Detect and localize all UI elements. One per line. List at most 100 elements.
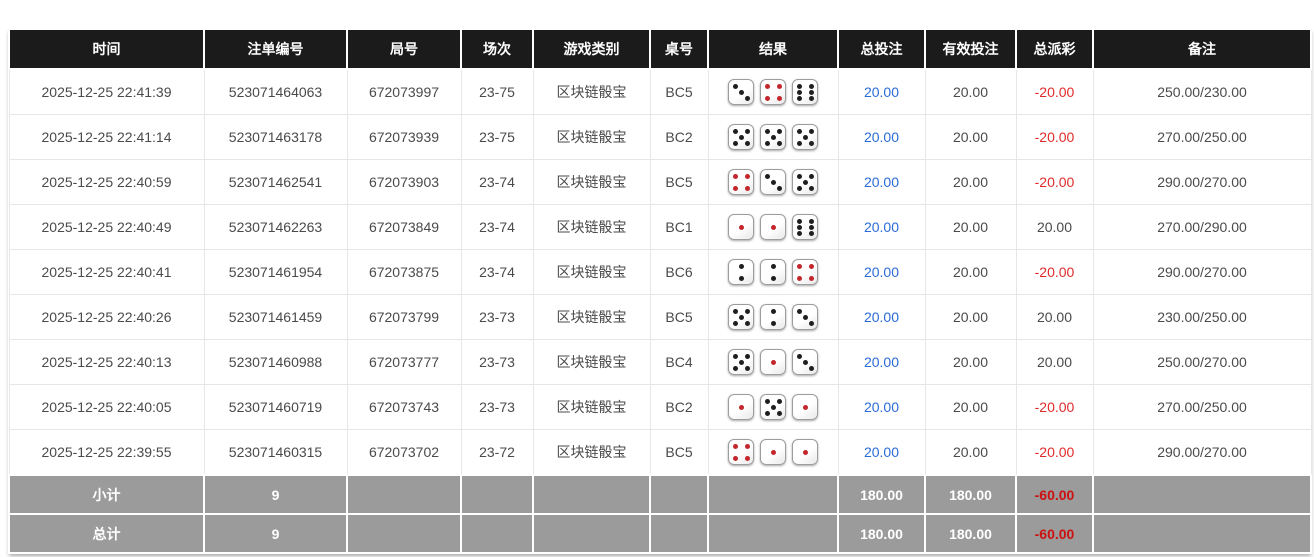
grand-total-label: 总计 <box>8 513 205 554</box>
die-face-6 <box>792 79 818 105</box>
dice-result <box>710 259 837 285</box>
cell-time: 2025-12-25 22:41:14 <box>8 114 205 160</box>
cell-payout: -20.00 <box>1015 429 1094 476</box>
cell-table-no: BC5 <box>649 68 709 115</box>
cell-round: 672073849 <box>346 204 462 250</box>
dice-result <box>710 349 837 375</box>
table-row: 2025-12-25 22:40:13 523071460988 6720737… <box>8 339 1312 385</box>
table-row: 2025-12-25 22:40:41 523071461954 6720738… <box>8 249 1312 295</box>
cell-payout: -20.00 <box>1015 68 1094 115</box>
table-row: 2025-12-25 22:41:14 523071463178 6720739… <box>8 114 1312 160</box>
table-row: 2025-12-25 22:40:49 523071462263 6720738… <box>8 204 1312 250</box>
table-row: 2025-12-25 22:40:26 523071461459 6720737… <box>8 294 1312 340</box>
die-face-5 <box>728 304 754 330</box>
cell-total-bet[interactable]: 20.00 <box>837 114 926 160</box>
cell-time: 2025-12-25 22:40:41 <box>8 249 205 295</box>
cell-game-type: 区块链骰宝 <box>532 159 651 205</box>
die-face-1 <box>792 394 818 420</box>
cell-valid-bet: 20.00 <box>924 339 1017 385</box>
die-face-4 <box>760 79 786 105</box>
table-row: 2025-12-25 22:40:59 523071462541 6720739… <box>8 159 1312 205</box>
table-footer: 小计 9 180.00 180.00 -60.00 总计 9 <box>8 474 1312 554</box>
subtotal-payout: -60.00 <box>1015 474 1094 515</box>
cell-remark: 290.00/270.00 <box>1092 159 1312 205</box>
cell-bet-id: 523071464063 <box>203 68 348 115</box>
header-time: 时间 <box>8 28 205 70</box>
cell-valid-bet: 20.00 <box>924 204 1017 250</box>
header-total-payout: 总派彩 <box>1015 28 1094 70</box>
cell-game-type: 区块链骰宝 <box>532 249 651 295</box>
die-face-2 <box>728 259 754 285</box>
cell-table-no: BC1 <box>649 204 709 250</box>
dice-result <box>710 394 837 420</box>
grand-total-valid-bet: 180.00 <box>924 513 1017 554</box>
cell-table-no: BC5 <box>649 294 709 340</box>
bet-records-table-container: 时间 注单编号 局号 场次 游戏类别 桌号 结果 总投注 有效投注 总派彩 备注… <box>8 28 1312 554</box>
dice-result <box>710 124 837 150</box>
cell-payout: -20.00 <box>1015 114 1094 160</box>
die-face-1 <box>728 214 754 240</box>
cell-payout: 20.00 <box>1015 339 1094 385</box>
dice-result <box>710 169 837 195</box>
die-face-3 <box>728 79 754 105</box>
die-face-5 <box>760 394 786 420</box>
cell-total-bet[interactable]: 20.00 <box>837 159 926 205</box>
cell-time: 2025-12-25 22:40:49 <box>8 204 205 250</box>
grand-total-count: 9 <box>203 513 348 554</box>
cell-session: 23-73 <box>460 384 534 430</box>
cell-remark: 230.00/250.00 <box>1092 294 1312 340</box>
cell-total-bet[interactable]: 20.00 <box>837 384 926 430</box>
cell-game-type: 区块链骰宝 <box>532 68 651 115</box>
cell-time: 2025-12-25 22:40:13 <box>8 339 205 385</box>
cell-total-bet[interactable]: 20.00 <box>837 68 926 115</box>
subtotal-total-bet: 180.00 <box>837 474 926 515</box>
grand-total-row: 总计 9 180.00 180.00 -60.00 <box>8 513 1312 554</box>
cell-result <box>707 429 839 476</box>
cell-total-bet[interactable]: 20.00 <box>837 294 926 340</box>
cell-game-type: 区块链骰宝 <box>532 339 651 385</box>
cell-time: 2025-12-25 22:40:05 <box>8 384 205 430</box>
cell-round: 672073939 <box>346 114 462 160</box>
cell-payout: -20.00 <box>1015 384 1094 430</box>
header-table-no: 桌号 <box>649 28 709 70</box>
subtotal-valid-bet: 180.00 <box>924 474 1017 515</box>
die-face-4 <box>728 439 754 465</box>
header-remark: 备注 <box>1092 28 1312 70</box>
subtotal-row: 小计 9 180.00 180.00 -60.00 <box>8 474 1312 515</box>
cell-remark: 290.00/270.00 <box>1092 249 1312 295</box>
header-round: 局号 <box>346 28 462 70</box>
dice-result <box>710 79 837 105</box>
cell-session: 23-75 <box>460 68 534 115</box>
cell-total-bet[interactable]: 20.00 <box>837 204 926 250</box>
cell-game-type: 区块链骰宝 <box>532 429 651 476</box>
die-face-1 <box>760 214 786 240</box>
die-face-3 <box>792 304 818 330</box>
table-header: 时间 注单编号 局号 场次 游戏类别 桌号 结果 总投注 有效投注 总派彩 备注 <box>8 28 1312 70</box>
cell-remark: 270.00/250.00 <box>1092 384 1312 430</box>
die-face-1 <box>728 394 754 420</box>
cell-bet-id: 523071461459 <box>203 294 348 340</box>
cell-time: 2025-12-25 22:41:39 <box>8 68 205 115</box>
cell-total-bet[interactable]: 20.00 <box>837 339 926 385</box>
cell-round: 672073702 <box>346 429 462 476</box>
cell-payout: 20.00 <box>1015 204 1094 250</box>
cell-remark: 250.00/230.00 <box>1092 68 1312 115</box>
die-face-5 <box>728 349 754 375</box>
cell-bet-id: 523071462263 <box>203 204 348 250</box>
die-face-6 <box>792 214 818 240</box>
header-bet-id: 注单编号 <box>203 28 348 70</box>
cell-total-bet[interactable]: 20.00 <box>837 429 926 476</box>
die-face-3 <box>760 169 786 195</box>
cell-game-type: 区块链骰宝 <box>532 204 651 250</box>
cell-result <box>707 294 839 340</box>
cell-valid-bet: 20.00 <box>924 114 1017 160</box>
cell-result <box>707 159 839 205</box>
cell-session: 23-72 <box>460 429 534 476</box>
cell-valid-bet: 20.00 <box>924 294 1017 340</box>
cell-table-no: BC4 <box>649 339 709 385</box>
die-face-1 <box>760 439 786 465</box>
die-face-1 <box>760 349 786 375</box>
cell-total-bet[interactable]: 20.00 <box>837 249 926 295</box>
cell-bet-id: 523071460315 <box>203 429 348 476</box>
cell-result <box>707 68 839 115</box>
